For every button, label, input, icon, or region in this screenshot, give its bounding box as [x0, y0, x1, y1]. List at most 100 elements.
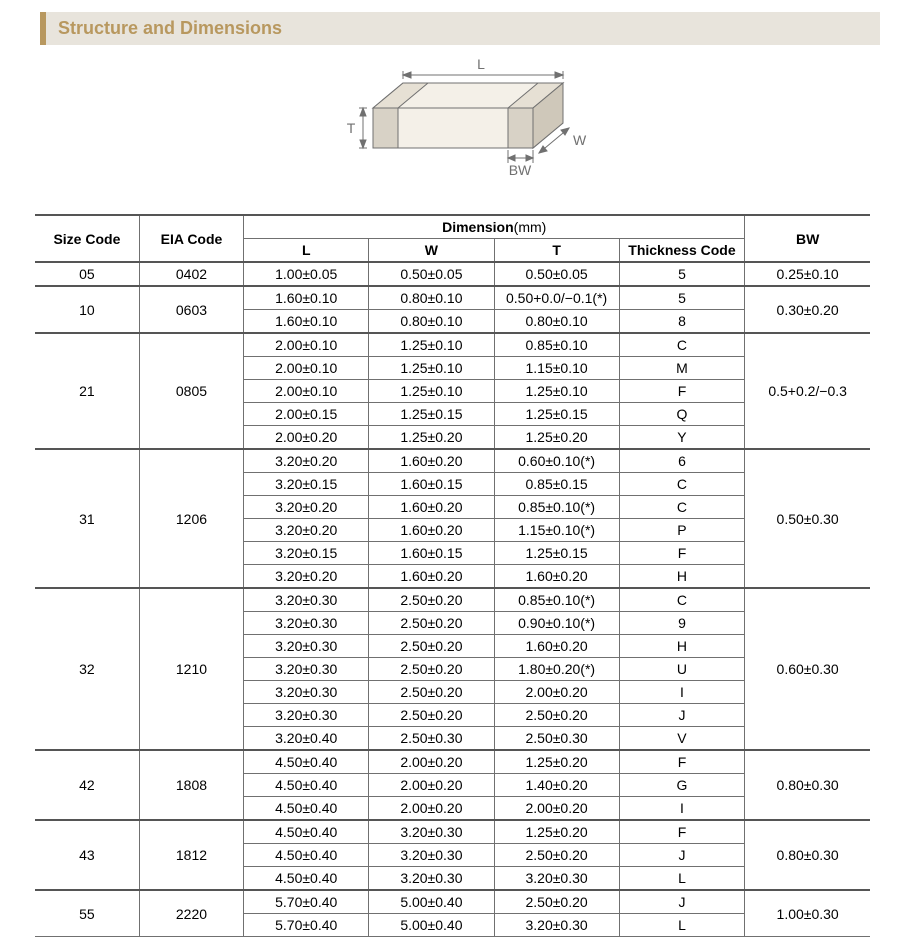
col-eia: EIA Code	[139, 215, 243, 262]
cell-thick: 9	[619, 612, 745, 635]
cell-thick: V	[619, 727, 745, 751]
cell-T: 1.25±0.15	[494, 542, 619, 565]
cell-T: 0.50±0.05	[494, 262, 619, 286]
cell-T: 0.85±0.15	[494, 473, 619, 496]
cell-size-code: 32	[35, 588, 139, 750]
cell-W: 3.20±0.30	[369, 867, 494, 891]
cell-T: 1.80±0.20(*)	[494, 658, 619, 681]
cell-thick: J	[619, 704, 745, 727]
cell-size-code: 05	[35, 262, 139, 286]
cell-W: 2.50±0.20	[369, 681, 494, 704]
cell-bw: 0.30±0.20	[745, 286, 870, 333]
cell-size-code: 43	[35, 820, 139, 890]
col-T: T	[494, 239, 619, 263]
cell-T: 0.85±0.10(*)	[494, 588, 619, 612]
cell-bw: 0.80±0.30	[745, 750, 870, 820]
cell-T: 0.90±0.10(*)	[494, 612, 619, 635]
cell-L: 4.50±0.40	[244, 774, 369, 797]
cell-W: 2.50±0.20	[369, 704, 494, 727]
cell-W: 2.50±0.20	[369, 658, 494, 681]
cell-T: 1.15±0.10	[494, 357, 619, 380]
table-row: 1006031.60±0.100.80±0.100.50+0.0/−0.1(*)…	[35, 286, 870, 310]
cell-T: 1.25±0.20	[494, 820, 619, 844]
table-row: 2108052.00±0.101.25±0.100.85±0.10C0.5+0.…	[35, 333, 870, 357]
cell-thick: L	[619, 867, 745, 891]
cell-W: 1.60±0.20	[369, 496, 494, 519]
cell-W: 2.50±0.20	[369, 588, 494, 612]
cell-T: 2.50±0.20	[494, 844, 619, 867]
cell-W: 5.00±0.40	[369, 914, 494, 937]
cell-size-code: 55	[35, 890, 139, 937]
cell-W: 0.80±0.10	[369, 286, 494, 310]
cell-W: 1.60±0.20	[369, 565, 494, 589]
cell-eia-code: 0805	[139, 333, 243, 449]
cell-T: 0.85±0.10(*)	[494, 496, 619, 519]
cell-bw: 1.00±0.30	[745, 890, 870, 937]
cell-W: 0.50±0.05	[369, 262, 494, 286]
cell-T: 2.00±0.20	[494, 681, 619, 704]
cell-L: 4.50±0.40	[244, 820, 369, 844]
cell-size-code: 42	[35, 750, 139, 820]
cell-bw: 0.50±0.30	[745, 449, 870, 588]
cell-T: 1.60±0.20	[494, 635, 619, 658]
cell-bw: 0.25±0.10	[745, 262, 870, 286]
cell-L: 2.00±0.20	[244, 426, 369, 450]
cell-W: 1.60±0.15	[369, 542, 494, 565]
cell-W: 2.00±0.20	[369, 750, 494, 774]
table-row: 0504021.00±0.050.50±0.050.50±0.0550.25±0…	[35, 262, 870, 286]
cell-thick: Q	[619, 403, 745, 426]
cell-thick: C	[619, 333, 745, 357]
cell-thick: H	[619, 565, 745, 589]
cell-thick: F	[619, 820, 745, 844]
col-thick: Thickness Code	[619, 239, 745, 263]
col-size: Size Code	[35, 215, 139, 262]
cell-L: 5.70±0.40	[244, 890, 369, 914]
cell-T: 2.50±0.30	[494, 727, 619, 751]
cell-size-code: 31	[35, 449, 139, 588]
cell-W: 1.25±0.15	[369, 403, 494, 426]
cell-T: 0.85±0.10	[494, 333, 619, 357]
cell-T: 1.15±0.10(*)	[494, 519, 619, 542]
cell-L: 3.20±0.15	[244, 473, 369, 496]
cell-L: 1.60±0.10	[244, 310, 369, 334]
cell-L: 4.50±0.40	[244, 867, 369, 891]
col-W: W	[369, 239, 494, 263]
cell-thick: F	[619, 380, 745, 403]
cell-thick: U	[619, 658, 745, 681]
cell-L: 3.20±0.30	[244, 588, 369, 612]
cell-thick: M	[619, 357, 745, 380]
cell-L: 1.00±0.05	[244, 262, 369, 286]
cell-L: 3.20±0.30	[244, 681, 369, 704]
cell-thick: 6	[619, 449, 745, 473]
cell-L: 4.50±0.40	[244, 844, 369, 867]
cell-W: 3.20±0.30	[369, 820, 494, 844]
cell-eia-code: 2220	[139, 890, 243, 937]
cell-thick: F	[619, 542, 745, 565]
cell-T: 3.20±0.30	[494, 867, 619, 891]
cell-T: 2.50±0.20	[494, 890, 619, 914]
cell-W: 1.25±0.10	[369, 380, 494, 403]
cell-thick: J	[619, 890, 745, 914]
cell-W: 1.25±0.20	[369, 426, 494, 450]
cell-eia-code: 1812	[139, 820, 243, 890]
col-L: L	[244, 239, 369, 263]
cell-thick: F	[619, 750, 745, 774]
cell-T: 1.40±0.20	[494, 774, 619, 797]
cell-thick: Y	[619, 426, 745, 450]
cell-thick: 5	[619, 262, 745, 286]
cell-T: 3.20±0.30	[494, 914, 619, 937]
cell-eia-code: 0402	[139, 262, 243, 286]
diagram-label-T: T	[346, 120, 355, 136]
cell-L: 1.60±0.10	[244, 286, 369, 310]
diagram-label-BW: BW	[508, 162, 531, 178]
cell-L: 3.20±0.30	[244, 612, 369, 635]
cell-eia-code: 1206	[139, 449, 243, 588]
cell-W: 2.00±0.20	[369, 797, 494, 821]
cell-T: 1.25±0.10	[494, 380, 619, 403]
cell-L: 4.50±0.40	[244, 797, 369, 821]
cell-W: 1.25±0.10	[369, 333, 494, 357]
table-row: 3112063.20±0.201.60±0.200.60±0.10(*)60.5…	[35, 449, 870, 473]
cell-L: 4.50±0.40	[244, 750, 369, 774]
col-dimension-group: Dimension(mm)	[244, 215, 745, 239]
cell-thick: 8	[619, 310, 745, 334]
